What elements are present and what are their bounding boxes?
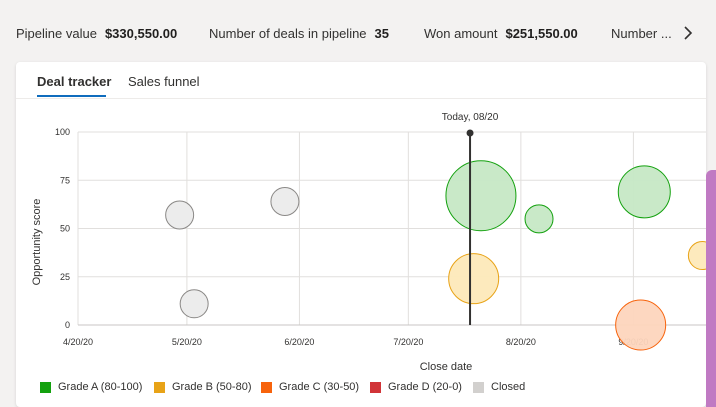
legend-label: Grade B (50-80) bbox=[172, 381, 252, 393]
legend-item[interactable]: Closed bbox=[473, 381, 525, 393]
metric-value: $330,550.00 bbox=[104, 26, 178, 41]
legend-label: Closed bbox=[491, 381, 526, 393]
legend-item[interactable]: Grade C (30-50) bbox=[261, 381, 359, 393]
bubble-grade-c bbox=[615, 299, 667, 351]
y-axis-ticks: 0 25 50 75 100 bbox=[55, 127, 70, 330]
x-axis-ticks: 4/20/205/20/206/20/207/20/208/20/209/20/… bbox=[63, 337, 648, 347]
legend-swatch bbox=[473, 381, 484, 393]
chart-bubbles bbox=[165, 160, 706, 351]
legend-item[interactable]: Grade B (50-80) bbox=[154, 381, 251, 393]
metric-won-amount: Won amount $251,550.00 bbox=[424, 26, 578, 41]
y-axis-label: Opportunity score bbox=[31, 199, 43, 286]
legend-swatch bbox=[261, 381, 272, 393]
y-tick-label: 75 bbox=[60, 175, 70, 185]
bubble-grade-b bbox=[687, 241, 706, 271]
tab-deal-tracker[interactable]: Deal tracker bbox=[37, 74, 112, 89]
metric-label: Number of deals in pipeline bbox=[209, 26, 367, 41]
active-tab-indicator bbox=[37, 95, 106, 97]
chart-card: Deal tracker Sales funnel 0 25 50 75 100 4/2… bbox=[16, 62, 706, 407]
legend-swatch bbox=[40, 381, 51, 393]
tab-sales-funnel[interactable]: Sales funnel bbox=[128, 74, 200, 89]
metric-label: Number ... bbox=[611, 26, 672, 41]
today-dot bbox=[466, 129, 474, 137]
y-tick-label: 0 bbox=[65, 320, 70, 330]
legend-label: Grade C (30-50) bbox=[279, 381, 360, 393]
bubble-chart: 0 25 50 75 100 4/20/20 5/20/20 6/20/20 7/20/20 8… bbox=[31, 112, 706, 373]
x-tick-label: 7/20/20 bbox=[393, 337, 423, 347]
legend-label: Grade D (20-0) bbox=[388, 381, 462, 393]
x-tick-label: 5/20/20 bbox=[172, 337, 202, 347]
side-accent-bar bbox=[706, 170, 716, 407]
metric-value: 35 bbox=[374, 26, 390, 41]
bubble-grade-a bbox=[445, 160, 517, 232]
metric-value: $251,550.00 bbox=[505, 26, 578, 41]
metric-label: Pipeline value bbox=[16, 26, 97, 41]
legend-item[interactable]: Grade D (20-0) bbox=[370, 381, 462, 393]
x-tick-label: 4/20/20 bbox=[63, 337, 93, 347]
bubble-closed bbox=[179, 289, 209, 319]
metrics-bar: Pipeline value $330,550.00 Number of deal… bbox=[0, 0, 716, 62]
today-marker: Today, 08/20 bbox=[442, 112, 499, 325]
bubble-grade-a bbox=[617, 165, 671, 219]
bubble-grade-b bbox=[448, 253, 500, 305]
legend-label: Grade A (80-100) bbox=[58, 381, 143, 393]
tab-bar: Deal tracker Sales funnel bbox=[16, 62, 706, 99]
bubble-grade-a bbox=[524, 204, 554, 234]
legend-swatch bbox=[154, 381, 165, 393]
chevron-right-icon[interactable] bbox=[680, 22, 696, 44]
metric-label: Won amount bbox=[424, 26, 498, 41]
bubble-closed bbox=[270, 186, 300, 216]
bubble-closed bbox=[165, 200, 195, 230]
y-tick-label: 25 bbox=[60, 272, 70, 282]
today-label: Today, 08/20 bbox=[442, 112, 499, 123]
x-tick-label: 8/20/20 bbox=[506, 337, 536, 347]
legend-swatch bbox=[370, 381, 381, 393]
x-axis-label: Close date bbox=[420, 361, 473, 373]
y-tick-label: 100 bbox=[55, 127, 70, 137]
y-tick-label: 50 bbox=[60, 224, 70, 234]
chart-grid bbox=[77, 131, 706, 326]
metric-truncated: Number ... bbox=[611, 26, 672, 41]
x-tick-label: 6/20/20 bbox=[284, 337, 314, 347]
metric-pipeline-value: Pipeline value $330,550.00 bbox=[16, 26, 177, 41]
legend-item[interactable]: Grade A (80-100) bbox=[40, 381, 142, 393]
metric-deal-count: Number of deals in pipeline 35 bbox=[209, 26, 389, 41]
